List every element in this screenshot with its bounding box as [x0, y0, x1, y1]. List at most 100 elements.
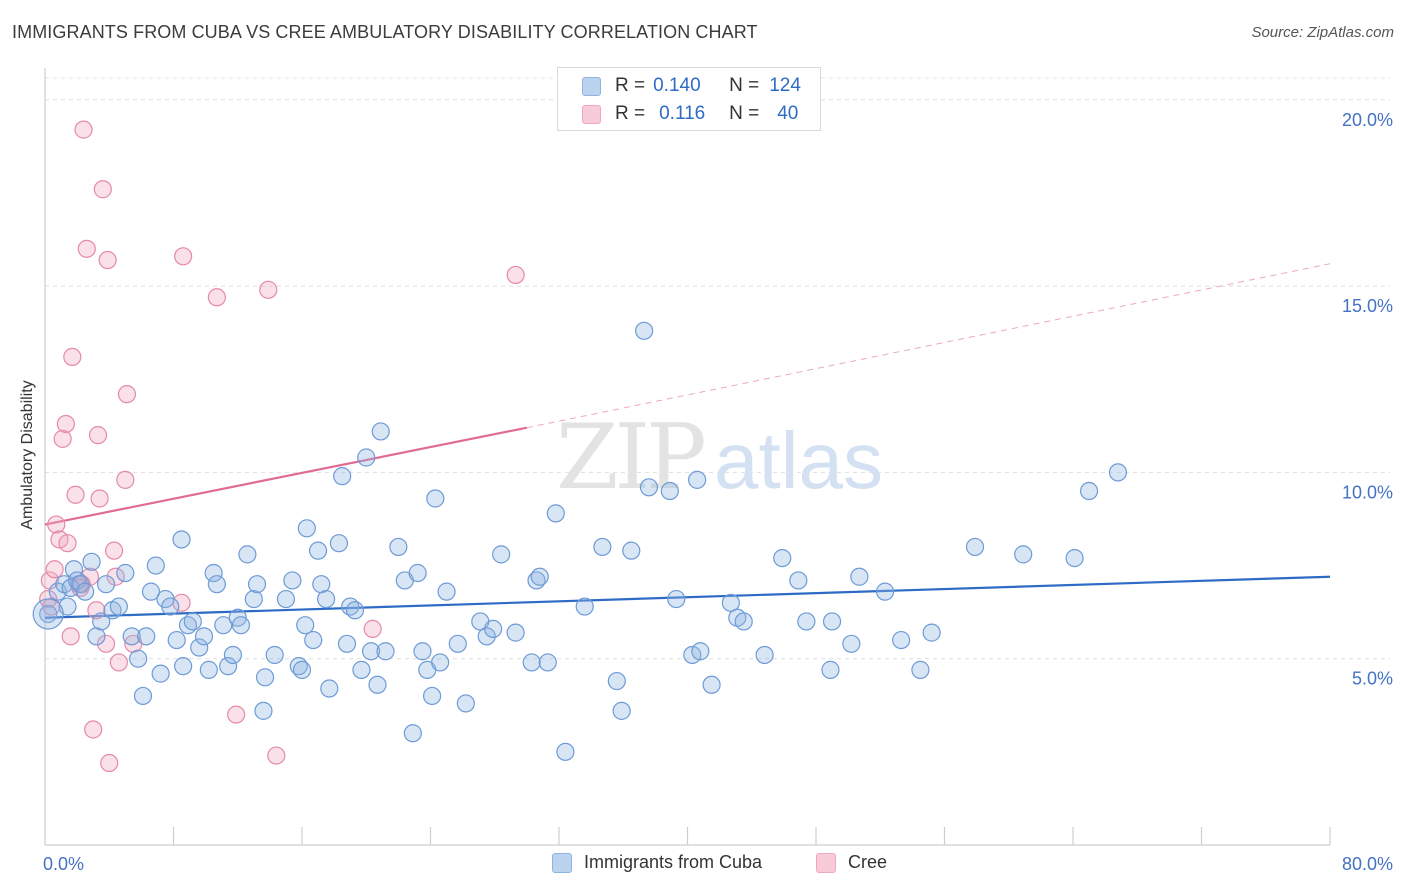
data-point: [161, 597, 180, 616]
data-point: [87, 601, 106, 620]
data-point: [238, 545, 257, 564]
data-point: [296, 616, 315, 635]
data-point: [448, 634, 467, 653]
data-point: [1014, 545, 1033, 564]
data-point: [408, 563, 427, 583]
series-legend-cree[interactable]: Cree: [816, 852, 887, 873]
data-point: [61, 627, 80, 646]
data-point: [376, 642, 395, 661]
data-point: [100, 753, 119, 773]
data-point: [133, 686, 153, 706]
data-point: [194, 627, 214, 646]
data-point: [423, 686, 442, 706]
data-point: [431, 653, 450, 672]
watermark: ZIP atlas: [556, 405, 883, 510]
data-point: [231, 616, 251, 635]
legend-swatch-cree: [582, 104, 601, 124]
data-point: [691, 642, 710, 661]
data-point: [1079, 481, 1099, 501]
data-point: [129, 649, 148, 668]
data-point: [117, 385, 137, 404]
data-point: [667, 589, 686, 609]
data-point: [76, 582, 95, 601]
series-legend-cuba[interactable]: Immigrants from Cuba: [552, 852, 762, 873]
data-point: [622, 541, 641, 560]
data-point: [96, 634, 116, 653]
data-point: [207, 288, 226, 307]
data-point: [538, 653, 557, 672]
data-point: [797, 612, 816, 631]
data-point: [821, 660, 840, 679]
x-tick-labels: 0.0% 80.0%: [43, 854, 1393, 874]
data-point: [575, 597, 594, 616]
data-point: [522, 653, 541, 672]
data-point: [74, 120, 93, 139]
data-point: [214, 616, 233, 635]
data-point: [333, 467, 352, 486]
data-point: [546, 504, 565, 523]
data-point: [77, 239, 96, 258]
data-point: [106, 567, 125, 586]
data-point: [53, 429, 72, 448]
data-point: [352, 660, 371, 679]
data-point: [172, 530, 191, 549]
data-point: [122, 627, 141, 646]
data-point: [389, 537, 408, 557]
legend-row-cree: R = 0.116 N = 40: [582, 100, 798, 128]
data-point: [204, 563, 223, 583]
data-point: [320, 679, 339, 698]
data-point: [58, 534, 77, 553]
data-point: [283, 571, 302, 590]
data-point: [484, 619, 503, 638]
data-point: [141, 582, 161, 601]
data-point: [822, 612, 842, 631]
data-point: [413, 642, 432, 661]
data-point: [90, 489, 109, 508]
data-point: [361, 642, 381, 661]
data-point: [755, 645, 774, 665]
data-point: [403, 724, 422, 743]
data-point: [734, 612, 753, 631]
data-point: [607, 671, 626, 691]
data-point: [506, 623, 525, 642]
data-point: [316, 589, 336, 609]
data-point: [183, 612, 202, 631]
data-point: [842, 634, 861, 653]
y-tick-label: 10.0%: [1342, 482, 1393, 502]
axes: [44, 68, 1331, 846]
data-point: [329, 534, 349, 553]
data-point: [104, 541, 124, 560]
legend-r-label: R =: [615, 75, 646, 96]
data-points: [32, 120, 1128, 773]
data-point: [92, 612, 111, 631]
data-point: [308, 541, 328, 560]
data-point: [635, 321, 654, 340]
data-point: [426, 489, 445, 508]
data-point: [267, 746, 286, 765]
gridlines: [45, 77, 1390, 660]
legend-n-label: N =: [729, 103, 760, 124]
legend-swatch-cuba: [582, 76, 601, 96]
trend-line-cree: [44, 426, 528, 526]
legend-r-label: R =: [615, 103, 646, 124]
data-point: [371, 422, 390, 441]
data-point: [612, 701, 631, 720]
y-tick-label: 20.0%: [1342, 110, 1393, 130]
data-point: [116, 470, 135, 489]
data-point: [357, 448, 376, 467]
data-point: [1108, 463, 1128, 482]
legend-r-value: 0.140: [653, 75, 701, 96]
data-point: [530, 567, 549, 586]
trend-line-cuba: [44, 575, 1331, 619]
trend-lines: [44, 263, 1331, 619]
data-point: [265, 645, 284, 665]
data-point: [61, 578, 80, 598]
data-point: [45, 560, 64, 579]
data-point: [875, 582, 895, 601]
y-tick-labels: 5.0% 10.0% 15.0% 20.0%: [1342, 110, 1393, 689]
data-point: [506, 265, 525, 285]
data-point: [207, 575, 226, 594]
legend-n-value: 124: [769, 75, 801, 96]
legend-row-cuba: R = 0.140 N = 124: [582, 72, 801, 100]
data-point: [922, 623, 941, 642]
